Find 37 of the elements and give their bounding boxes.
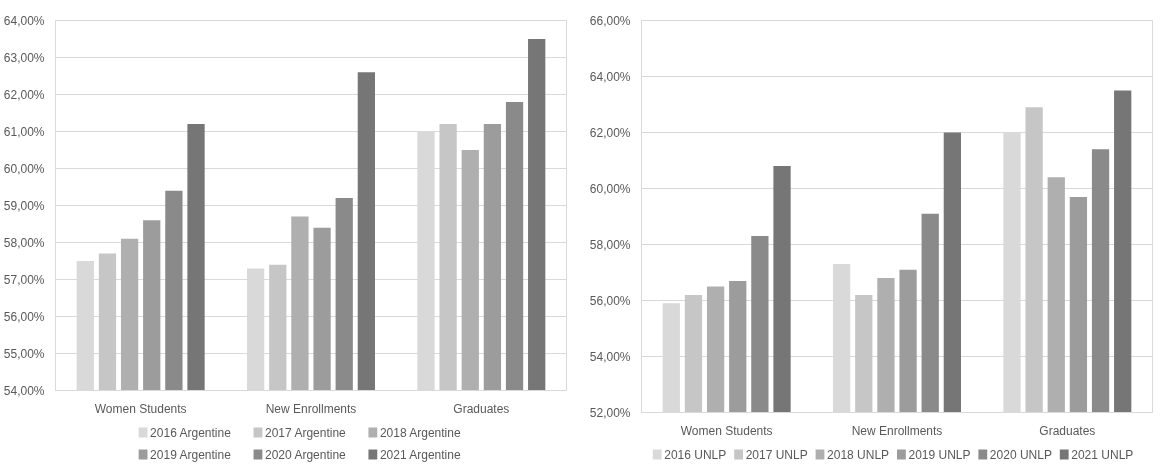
y-tick-label: 61,00% [3,124,45,139]
legend-label: 2017 Argentine [265,425,347,440]
legend-label: 2016 UNLP [664,447,727,462]
y-tick-label: 56,00% [3,309,45,324]
y-tick-label: 58,00% [3,235,45,250]
x-tick-label: Women Students [680,423,773,438]
legend-label: 2018 Argentine [379,425,461,440]
y-tick-label: 60,00% [3,161,45,176]
legend-label: 2017 UNLP [745,447,808,462]
legend-label: 2018 UNLP [827,447,890,462]
y-tick-label: 52,00% [589,405,631,420]
y-tick-label: 58,00% [589,237,631,252]
y-tick-label: 62,00% [3,87,45,102]
y-tick-label: 56,00% [589,293,631,308]
y-tick-label: 60,00% [589,181,631,196]
legend-label: 2019 UNLP [908,447,971,462]
y-tick-label: 57,00% [3,272,45,287]
x-tick-label: New Enrollments [265,401,357,416]
y-tick-label: 66,00% [589,13,631,28]
y-tick-label: 64,00% [589,69,631,84]
x-tick-label: Graduates [1039,423,1096,438]
legend-label: 2019 Argentine [150,447,232,462]
y-tick-label: 55,00% [3,346,45,361]
y-tick-label: 62,00% [589,125,631,140]
legend-label: 2021 UNLP [1071,447,1134,462]
legend-label: 2020 UNLP [989,447,1052,462]
y-tick-label: 63,00% [3,50,45,65]
legend-label: 2020 Argentine [265,447,347,462]
legend-label: 2021 Argentine [379,447,461,462]
y-tick-label: 54,00% [589,349,631,364]
x-tick-label: Women Students [94,401,187,416]
x-tick-label: Graduates [453,401,510,416]
y-tick-label: 54,00% [3,383,45,398]
y-tick-label: 64,00% [3,13,45,28]
legend-label: 2016 Argentine [150,425,232,440]
x-tick-label: New Enrollments [851,423,943,438]
y-tick-label: 59,00% [3,198,45,213]
